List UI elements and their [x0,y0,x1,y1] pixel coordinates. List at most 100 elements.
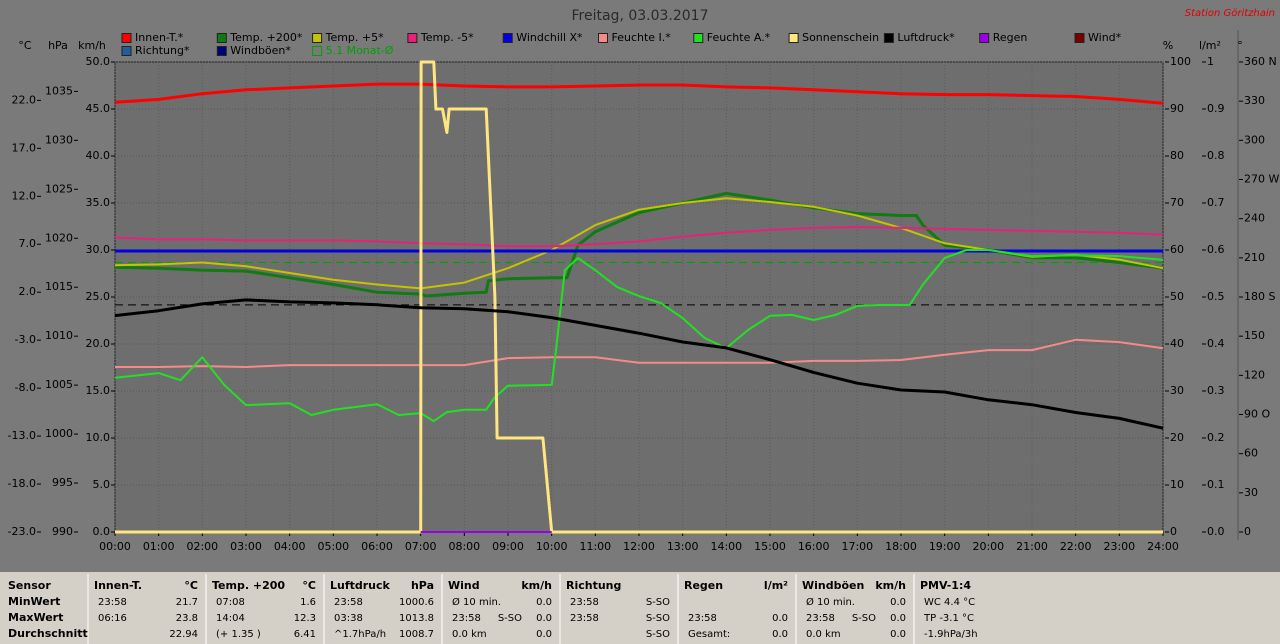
stats-unit: hPa [411,579,434,592]
legend-label: Temp. +5* [325,31,385,44]
stats-unit: km/h [521,579,552,592]
y-tick-label: 70 [1170,196,1184,209]
stats-cell: 6.41 [294,629,316,640]
stats-cell: -1.9hPa/3h [924,629,978,640]
legend-label: Windböen* [230,44,291,57]
y-tick-label: 7.0 [19,237,37,250]
y-tick-label: 1020 [45,231,73,244]
stats-cell: 0.0 [890,629,906,640]
stats-cell: 23:58 [98,597,127,608]
y-tick-label: 2.0 [19,285,37,298]
series-line [114,249,1164,423]
stats-panel [0,572,1280,644]
y-tick-label: 0.1 [1207,478,1225,491]
x-tick-label: 22:00 [1060,540,1092,553]
y-tick-label: -23.0 [8,525,36,538]
y-tick-label: 15.0 [86,384,111,397]
stats-cell: 07:08 [216,597,245,608]
y-tick-label: 0.6 [1207,243,1225,256]
legend-label: Windchill X* [516,31,583,44]
legend-label: Temp. +200* [229,31,303,44]
axis-unit: °C [18,39,32,52]
stats-cell: 23:58 [570,613,599,624]
stats-cell: S-SO [852,613,876,624]
y-tick-label: 240 [1244,212,1265,225]
y-tick-label: 90 [1170,102,1184,115]
stats-cell: 23:58 [452,613,481,624]
y-tick-label: 60 [1244,447,1258,460]
y-tick-label: -18.0 [8,477,36,490]
legend-label: Innen-T.* [135,31,184,44]
y-tick-label: 20 [1170,431,1184,444]
y-tick-label: 1015 [45,280,73,293]
y-tick-label: 0.2 [1207,431,1225,444]
y-tick-label: 120 [1244,368,1265,381]
x-tick-label: 02:00 [186,540,218,553]
stats-header: Wind [448,579,480,592]
stats-header: Innen-T. [94,579,142,592]
stats-cell: 12.3 [294,613,316,624]
station-name: Station Göritzhain [1185,8,1275,19]
stats-row-label: Durchschnitt [8,627,88,640]
y-tick-label: 10 [1170,478,1184,491]
stats-unit: °C [302,579,316,592]
x-tick-label: 06:00 [361,540,393,553]
y-tick-label: 45.0 [86,102,111,115]
x-tick-label: 19:00 [929,540,961,553]
stats-cell: S-SO [646,597,670,608]
y-tick-label: 330 [1244,94,1265,107]
y-tick-label: 0.9 [1207,102,1225,115]
legend-label: Sonnenschein [802,31,879,44]
x-tick-label: 21:00 [1016,540,1048,553]
x-tick-label: 17:00 [841,540,873,553]
y-tick-label: 30.0 [86,243,111,256]
y-tick-label: 270 W [1244,173,1279,186]
y-tick-label: 90 O [1244,408,1270,421]
legend-swatch [121,46,132,56]
legend-label: Luftdruck* [897,31,955,44]
x-tick-label: 05:00 [317,540,349,553]
stats-row-label: MinWert [8,595,60,608]
stats-cell: 0.0 [772,629,788,640]
legend-swatch [312,33,323,43]
x-tick-label: 13:00 [667,540,699,553]
stats-cell: 14:04 [216,613,245,624]
stats-cell: 0.0 km [452,629,487,640]
y-tick-label: 995 [52,476,73,489]
y-tick-label: 40 [1170,337,1184,350]
stats-cell: Ø 10 min. [452,596,501,608]
x-tick-label: 04:00 [274,540,306,553]
stats-cell: 1.6 [300,597,316,608]
stats-header: Richtung [566,579,621,592]
y-tick-label: 100 [1170,55,1191,68]
y-tick-label: 0.0 [93,525,111,538]
legend-label: Temp. -5* [420,31,474,44]
y-tick-label: 50 [1170,290,1184,303]
legend-label: Feuchte A.* [707,31,771,44]
stats-header: PMV-1:4 [920,579,971,592]
legend-swatch [121,33,132,43]
x-tick-label: 09:00 [492,540,524,553]
y-tick-label: 0.7 [1207,196,1225,209]
stats-cell: 23:58 [688,613,717,624]
y-tick-label: 80 [1170,149,1184,162]
stats-cell: 23.8 [176,613,198,624]
legend-swatch [598,33,608,43]
y-tick-label: 360 N [1244,55,1277,68]
legend-swatch [693,33,704,43]
y-tick-label: 30 [1170,384,1184,397]
y-tick-label: 25.0 [86,290,111,303]
x-tick-label: 24:00 [1147,540,1179,553]
chart-title: Freitag, 03.03.2017 [572,8,709,24]
legend-swatch [1074,33,1085,43]
x-tick-label: 14:00 [710,540,742,553]
y-tick-label: -13.0 [8,429,36,442]
y-tick-label: 1000 [45,427,73,440]
y-tick-label: 1005 [45,378,73,391]
y-tick-label: 300 [1244,133,1265,146]
y-tick-label: 1010 [45,329,73,342]
x-tick-label: 18:00 [885,540,917,553]
stats-cell: 1000.6 [399,597,434,608]
stats-cell: 03:38 [334,613,363,624]
stats-cell: S-SO [498,613,522,624]
